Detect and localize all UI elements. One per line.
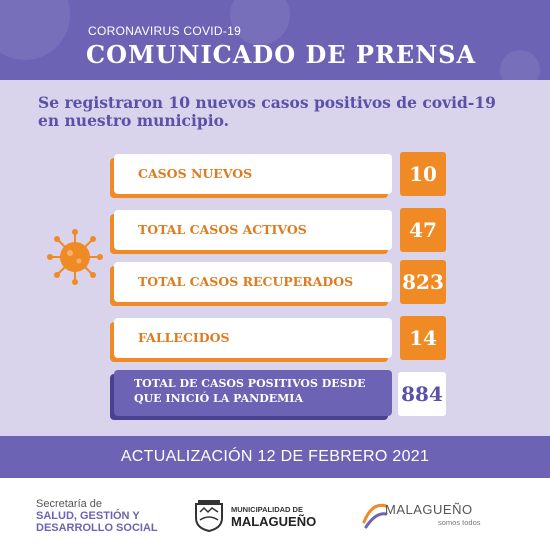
lead-text: Se registraron 10 nuevos casos positivos… (38, 93, 496, 130)
stat-card-casos-recuperados: TOTAL CASOS RECUPERADOS (114, 262, 392, 302)
stat-value-casos-nuevos: 10 (400, 152, 446, 196)
header-banner: CORONAVIRUS COVID-19 COMUNICADO DE PRENS… (0, 0, 550, 80)
secretaria-line-3: DESARROLLO SOCIAL (36, 522, 158, 534)
stat-value-fallecidos: 14 (400, 316, 446, 360)
stat-label: CASOS NUEVOS (138, 166, 253, 181)
background-virus-shape (0, 0, 70, 60)
total-cases-label: TOTAL DE CASOS POSITIVOS DESDE QUE INICI… (134, 377, 366, 405)
brand-name: MALAGUEÑO (385, 502, 473, 517)
stat-card-casos-nuevos: CASOS NUEVOS (114, 154, 392, 194)
page-title: COMUNICADO DE PRENSA (86, 40, 477, 69)
update-date: ACTUALIZACIÓN 12 DE FEBRERO 2021 (120, 448, 430, 465)
secretaria-line-1: Secretaría de (36, 498, 103, 510)
municipality-line-1: MUNICIPALIDAD DE (231, 505, 303, 514)
background-virus-shape (500, 50, 540, 80)
total-cases-card: TOTAL DE CASOS POSITIVOS DESDE QUE INICI… (114, 370, 392, 416)
header-kicker: CORONAVIRUS COVID-19 (88, 24, 242, 38)
background-virus-shape (230, 0, 290, 45)
secretaria-line-2: SALUD, GESTIÓN Y (36, 510, 140, 522)
total-cases-value: 884 (398, 372, 446, 416)
stat-label: TOTAL CASOS RECUPERADOS (138, 274, 354, 289)
footer: Secretaría de SALUD, GESTIÓN Y DESARROLL… (0, 478, 550, 550)
update-bar: ACTUALIZACIÓN 12 DE FEBRERO 2021 (0, 436, 550, 478)
stat-value-casos-activos: 47 (400, 208, 446, 252)
stat-card-casos-activos: TOTAL CASOS ACTIVOS (114, 210, 392, 250)
main-panel: Se registraron 10 nuevos casos positivos… (0, 80, 550, 436)
brand-tagline: somos todos (438, 518, 481, 527)
municipal-shield-icon (195, 500, 223, 532)
coronavirus-icon (47, 229, 103, 285)
stat-label: TOTAL CASOS ACTIVOS (138, 222, 307, 237)
brand-swoosh-icon (362, 503, 388, 529)
stat-label: FALLECIDOS (138, 330, 230, 345)
stat-value-casos-recuperados: 823 (400, 260, 446, 304)
stat-card-fallecidos: FALLECIDOS (114, 318, 392, 358)
municipality-line-2: MALAGUEÑO (231, 514, 317, 529)
